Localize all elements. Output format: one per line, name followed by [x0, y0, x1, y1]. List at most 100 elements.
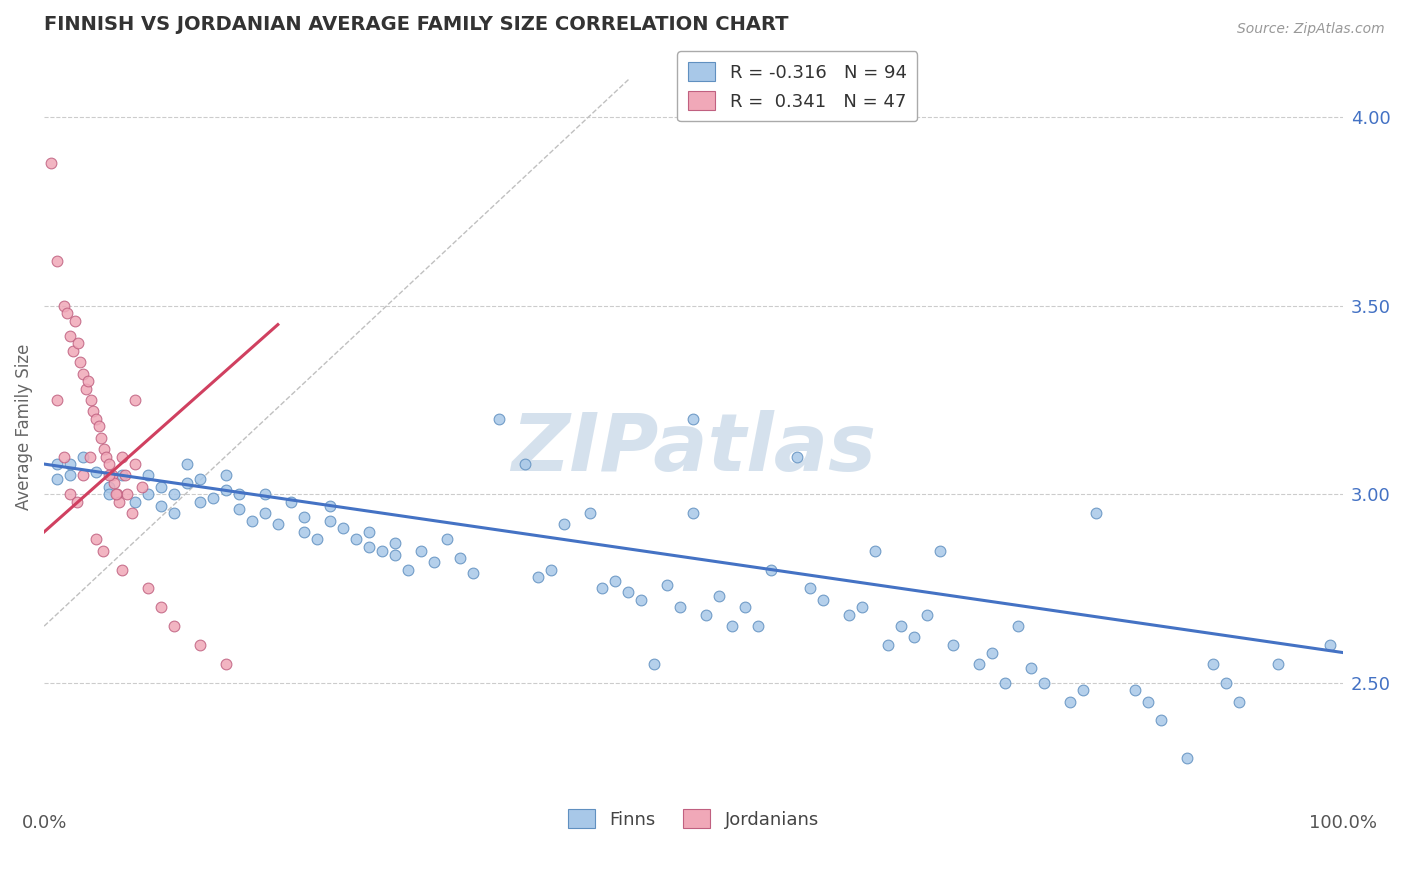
Point — [292, 509, 315, 524]
Point — [747, 619, 769, 633]
Point — [100, 468, 122, 483]
Legend: Finns, Jordanians: Finns, Jordanians — [561, 801, 825, 836]
Point — [39, 155, 62, 169]
Text: FINNISH VS JORDANIAN AVERAGE FAMILY SIZE CORRELATION CHART: FINNISH VS JORDANIAN AVERAGE FAMILY SIZE… — [44, 15, 789, 34]
Point — [863, 543, 886, 558]
Point — [526, 570, 548, 584]
Point — [46, 392, 69, 407]
Point — [56, 306, 79, 320]
Point — [176, 475, 198, 490]
Point — [131, 480, 153, 494]
Point — [188, 495, 211, 509]
Point — [77, 374, 100, 388]
Point — [201, 491, 224, 505]
Point — [721, 619, 744, 633]
Point — [838, 607, 860, 622]
Point — [799, 582, 821, 596]
Point — [409, 543, 432, 558]
Point — [163, 487, 186, 501]
Point — [228, 487, 250, 501]
Point — [176, 457, 198, 471]
Point — [461, 566, 484, 581]
Point — [124, 457, 146, 471]
Point — [124, 392, 146, 407]
Point — [98, 468, 121, 483]
Point — [111, 563, 134, 577]
Y-axis label: Average Family Size: Average Family Size — [15, 343, 32, 509]
Point — [605, 574, 627, 588]
Point — [65, 495, 87, 509]
Point — [1215, 675, 1237, 690]
Point — [890, 619, 912, 633]
Point — [267, 517, 290, 532]
Point — [540, 563, 562, 577]
Point — [103, 475, 125, 490]
Point — [46, 253, 69, 268]
Point — [111, 468, 134, 483]
Point — [851, 600, 873, 615]
Point — [657, 577, 679, 591]
Point — [149, 600, 172, 615]
Point — [114, 468, 136, 483]
Point — [84, 412, 107, 426]
Point — [981, 646, 1004, 660]
Point — [513, 457, 536, 471]
Point — [136, 487, 159, 501]
Point — [136, 468, 159, 483]
Point — [163, 506, 186, 520]
Point — [915, 607, 938, 622]
Point — [786, 450, 808, 464]
Point — [136, 582, 159, 596]
Point — [149, 499, 172, 513]
Point — [578, 506, 600, 520]
Point — [384, 536, 406, 550]
Point — [98, 487, 121, 501]
Point — [91, 543, 114, 558]
Point — [280, 495, 302, 509]
Point — [553, 517, 575, 532]
Point — [69, 355, 91, 369]
Point — [1033, 675, 1056, 690]
Point — [371, 543, 394, 558]
Point — [1227, 694, 1250, 708]
Point — [396, 563, 419, 577]
Point — [1123, 683, 1146, 698]
Point — [72, 468, 94, 483]
Point — [84, 533, 107, 547]
Point — [52, 450, 75, 464]
Point — [643, 657, 665, 671]
Point — [929, 543, 952, 558]
Point — [384, 548, 406, 562]
Point — [52, 299, 75, 313]
Point — [46, 472, 69, 486]
Point — [62, 343, 84, 358]
Point — [215, 483, 238, 498]
Point — [253, 487, 276, 501]
Point — [344, 533, 367, 547]
Point — [903, 631, 925, 645]
Point — [98, 457, 121, 471]
Point — [93, 442, 115, 456]
Point — [422, 555, 444, 569]
Point — [695, 607, 717, 622]
Point — [115, 487, 138, 501]
Point — [1267, 657, 1289, 671]
Point — [682, 412, 704, 426]
Point — [65, 314, 87, 328]
Point — [357, 540, 380, 554]
Point — [332, 521, 354, 535]
Point — [163, 619, 186, 633]
Point — [98, 480, 121, 494]
Point — [1084, 506, 1107, 520]
Point — [90, 431, 112, 445]
Point — [669, 600, 692, 615]
Point — [46, 457, 69, 471]
Text: ZIPatlas: ZIPatlas — [510, 410, 876, 488]
Point — [813, 592, 835, 607]
Point — [319, 499, 342, 513]
Point — [240, 514, 263, 528]
Point — [1071, 683, 1094, 698]
Point — [592, 582, 614, 596]
Point — [80, 392, 103, 407]
Point — [436, 533, 458, 547]
